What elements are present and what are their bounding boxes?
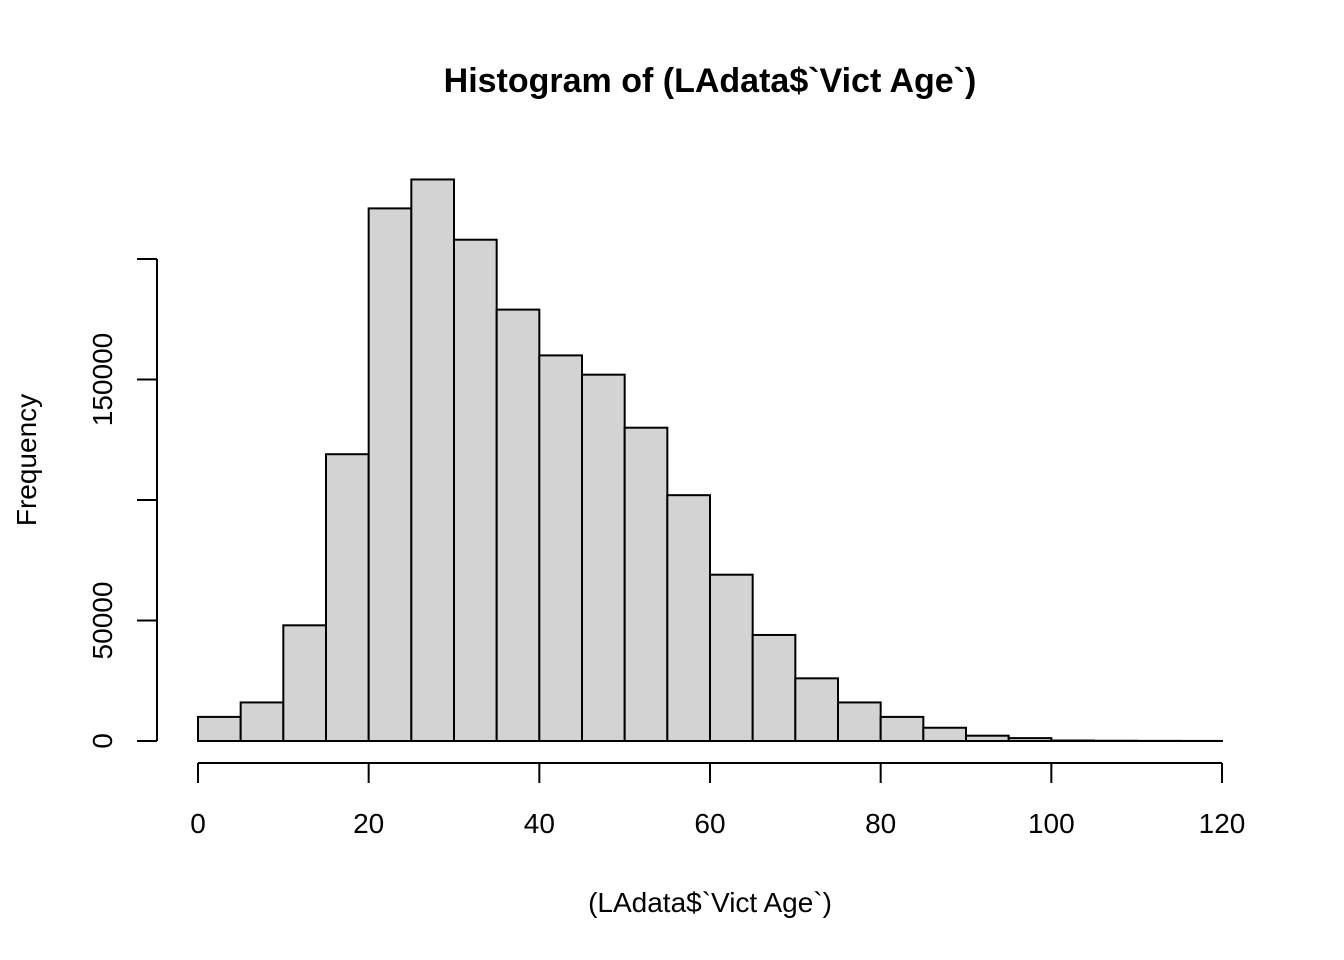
- histogram-bar-5: [410, 178, 455, 743]
- histogram-bar-8: [538, 354, 584, 742]
- y-tick-label-0: 0: [87, 733, 118, 749]
- x-tick-label-6: 120: [1199, 808, 1246, 839]
- histogram-bar-18: [965, 734, 1010, 743]
- x-axis-label: (LAdata$`Vict Age`): [588, 887, 832, 918]
- histogram-bar-3: [325, 453, 370, 742]
- chart-title: Histogram of (LAdata$`Vict Age`): [444, 62, 977, 100]
- x-tick-label-4: 80: [865, 808, 896, 839]
- x-tick-label-1: 20: [353, 808, 384, 839]
- histogram-bar-14: [794, 677, 840, 743]
- y-axis-label: Frequency: [11, 394, 42, 526]
- histogram-bar-17: [922, 726, 968, 742]
- x-tick-label-2: 40: [524, 808, 555, 839]
- x-axis: 0 20 40 60 80 100 120: [190, 762, 1246, 839]
- histogram-bar-2: [282, 624, 327, 743]
- x-tick-label-3: 60: [694, 808, 725, 839]
- x-tick-label-5: 100: [1028, 808, 1075, 839]
- histogram-bar-13: [751, 633, 797, 743]
- histogram-bar-12: [709, 573, 754, 743]
- histogram-bar-19: [1007, 737, 1053, 742]
- histogram-bar-1: [239, 701, 285, 743]
- x-tick-label-0: 0: [190, 808, 206, 839]
- histogram-bar-4: [367, 207, 413, 742]
- y-axis: 0 50000 150000: [87, 258, 158, 749]
- histogram-bar-7: [495, 308, 541, 742]
- bars-group: [197, 178, 1223, 743]
- histogram-bar-15: [837, 701, 882, 743]
- histogram-bar-6: [453, 238, 498, 742]
- y-tick-label-1: 50000: [87, 582, 118, 660]
- histogram-bar-11: [666, 494, 712, 742]
- histogram-bar-16: [879, 715, 925, 743]
- histogram-bar-9: [581, 373, 626, 742]
- y-tick-label-3: 150000: [87, 333, 118, 426]
- histogram-bar-0: [197, 715, 242, 743]
- histogram-bar-10: [623, 426, 669, 742]
